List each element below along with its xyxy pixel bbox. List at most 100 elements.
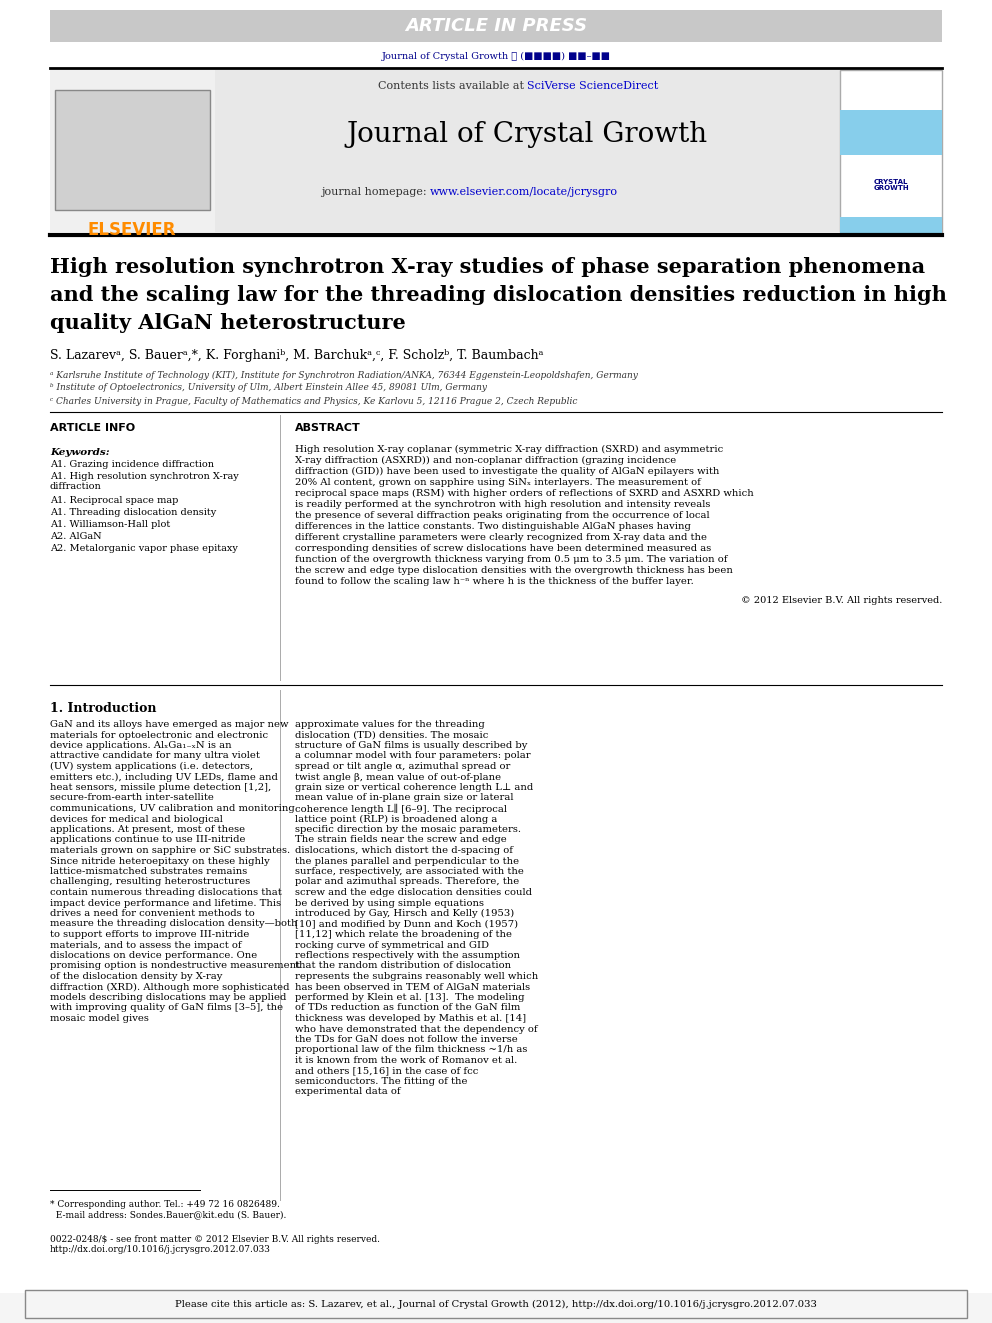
Text: 1. Introduction: 1. Introduction [50,703,157,714]
Bar [840,217,942,235]
Text: 20% Al content, grown on sapphire using SiNₓ interlayers. The measurement of: 20% Al content, grown on sapphire using … [295,478,701,487]
Text: who have demonstrated that the dependency of: who have demonstrated that the dependenc… [295,1024,538,1033]
Text: differences in the lattice constants. Two distinguishable AlGaN phases having: differences in the lattice constants. Tw… [295,523,690,531]
Text: A2. AlGaN: A2. AlGaN [50,532,101,541]
Text: Since nitride heteroepitaxy on these highly: Since nitride heteroepitaxy on these hig… [50,856,270,865]
Text: materials, and to assess the impact of: materials, and to assess the impact of [50,941,242,950]
Text: A1. High resolution synchrotron X-ray
diffraction: A1. High resolution synchrotron X-ray di… [50,472,239,491]
Text: different crystalline parameters were clearly recognized from X-ray data and the: different crystalline parameters were cl… [295,533,707,542]
Text: is readily performed at the synchrotron with high resolution and intensity revea: is readily performed at the synchrotron … [295,500,710,509]
Text: GaN and its alloys have emerged as major new: GaN and its alloys have emerged as major… [50,720,289,729]
Text: challenging, resulting heterostructures: challenging, resulting heterostructures [50,877,250,886]
Text: reciprocal space maps (RSM) with higher orders of reflections of SXRD and ASXRD : reciprocal space maps (RSM) with higher … [295,490,754,499]
Bar [25,1290,967,1318]
Text: materials grown on sapphire or SiC substrates.: materials grown on sapphire or SiC subst… [50,845,290,855]
Text: the presence of several diffraction peaks originating from the occurrence of loc: the presence of several diffraction peak… [295,511,709,520]
Text: ᵇ Institute of Optoelectronics, University of Ulm, Albert Einstein Allee 45, 890: ᵇ Institute of Optoelectronics, Universi… [50,384,487,393]
Text: diffraction (GID)) have been used to investigate the quality of AlGaN epilayers : diffraction (GID)) have been used to inv… [295,467,719,476]
Text: Contents lists available at: Contents lists available at [378,81,527,91]
Text: applications. At present, most of these: applications. At present, most of these [50,826,245,833]
Text: (UV) system applications (i.e. detectors,: (UV) system applications (i.e. detectors… [50,762,253,771]
Text: ᶜ Charles University in Prague, Faculty of Mathematics and Physics, Ke Karlovu 5: ᶜ Charles University in Prague, Faculty … [50,397,577,406]
Text: has been observed in TEM of AlGaN materials: has been observed in TEM of AlGaN materi… [295,983,530,991]
Text: Please cite this article as: S. Lazarev, et al., Journal of Crystal Growth (2012: Please cite this article as: S. Lazarev,… [175,1299,817,1308]
Text: A1. Grazing incidence diffraction: A1. Grazing incidence diffraction [50,460,214,468]
Text: Journal of Crystal Growth ℓ (■■■■) ■■–■■: Journal of Crystal Growth ℓ (■■■■) ■■–■■ [382,52,610,61]
Text: specific direction by the mosaic parameters.: specific direction by the mosaic paramet… [295,826,521,833]
Text: semiconductors. The fitting of the: semiconductors. The fitting of the [295,1077,467,1086]
Text: [11,12] which relate the broadening of the: [11,12] which relate the broadening of t… [295,930,512,939]
Text: quality AlGaN heterostructure: quality AlGaN heterostructure [50,314,406,333]
Text: the planes parallel and perpendicular to the: the planes parallel and perpendicular to… [295,856,519,865]
Text: spread or tilt angle α, azimuthal spread or: spread or tilt angle α, azimuthal spread… [295,762,510,771]
Text: impact device performance and lifetime. This: impact device performance and lifetime. … [50,898,281,908]
Text: experimental data of: experimental data of [295,1088,401,1097]
Text: High resolution synchrotron X-ray studies of phase separation phenomena: High resolution synchrotron X-ray studie… [50,257,926,277]
Text: A2. Metalorganic vapor phase epitaxy: A2. Metalorganic vapor phase epitaxy [50,544,238,553]
Bar [55,90,210,210]
Text: the screw and edge type dislocation densities with the overgrowth thickness has : the screw and edge type dislocation dens… [295,566,733,576]
Text: models describing dislocations may be applied: models describing dislocations may be ap… [50,994,287,1002]
Text: dislocations, which distort the d-spacing of: dislocations, which distort the d-spacin… [295,845,513,855]
Text: A1. Reciprocal space map: A1. Reciprocal space map [50,496,179,505]
Bar [840,70,942,232]
Text: ARTICLE IN PRESS: ARTICLE IN PRESS [405,17,587,34]
Text: surface, respectively, are associated with the: surface, respectively, are associated wi… [295,867,524,876]
Text: attractive candidate for many ultra violet: attractive candidate for many ultra viol… [50,751,260,761]
Text: device applications. AlₓGa₁₋ₓN is an: device applications. AlₓGa₁₋ₓN is an [50,741,231,750]
Text: drives a need for convenient methods to: drives a need for convenient methods to [50,909,255,918]
Text: A1. Threading dislocation density: A1. Threading dislocation density [50,508,216,517]
Text: approximate values for the threading: approximate values for the threading [295,720,485,729]
Text: dislocation (TD) densities. The mosaic: dislocation (TD) densities. The mosaic [295,730,488,740]
Text: materials for optoelectronic and electronic: materials for optoelectronic and electro… [50,730,268,740]
Text: secure-from-earth inter-satellite: secure-from-earth inter-satellite [50,794,214,803]
Text: and others [15,16] in the case of fcc: and others [15,16] in the case of fcc [295,1066,478,1076]
Text: and the scaling law for the threading dislocation densities reduction in high: and the scaling law for the threading di… [50,284,947,306]
Text: rocking curve of symmetrical and GID: rocking curve of symmetrical and GID [295,941,489,950]
Text: corresponding densities of screw dislocations have been determined measured as: corresponding densities of screw disloca… [295,544,711,553]
Text: S. Lazarevᵃ, S. Bauerᵃ,*, K. Forghaniᵇ, M. Barchukᵃ,ᶜ, F. Scholzᵇ, T. Baumbachᵃ: S. Lazarevᵃ, S. Bauerᵃ,*, K. Forghaniᵇ, … [50,348,544,361]
Text: be derived by using simple equations: be derived by using simple equations [295,898,484,908]
Text: X-ray diffraction (ASXRD)) and non-coplanar diffraction (grazing incidence: X-ray diffraction (ASXRD)) and non-copla… [295,456,677,466]
Text: the TDs for GaN does not follow the inverse: the TDs for GaN does not follow the inve… [295,1035,518,1044]
Text: dislocations on device performance. One: dislocations on device performance. One [50,951,257,960]
Text: mean value of in-plane grain size or lateral: mean value of in-plane grain size or lat… [295,794,514,803]
Text: applications continue to use III-nitride: applications continue to use III-nitride [50,836,245,844]
Text: 0022-0248/$ - see front matter © 2012 Elsevier B.V. All rights reserved.
http://: 0022-0248/$ - see front matter © 2012 El… [50,1234,380,1254]
Text: lattice-mismatched substrates remains: lattice-mismatched substrates remains [50,867,247,876]
Text: [10] and modified by Dunn and Koch (1957): [10] and modified by Dunn and Koch (1957… [295,919,518,929]
Text: emitters etc.), including UV LEDs, flame and: emitters etc.), including UV LEDs, flame… [50,773,278,782]
Text: polar and azimuthal spreads. Therefore, the: polar and azimuthal spreads. Therefore, … [295,877,519,886]
Text: grain size or vertical coherence length L⊥ and: grain size or vertical coherence length … [295,783,534,792]
Text: contain numerous threading dislocations that: contain numerous threading dislocations … [50,888,282,897]
Text: performed by Klein et al. [13].  The modeling: performed by Klein et al. [13]. The mode… [295,994,525,1002]
Bar [0,1293,992,1323]
Bar [50,70,215,232]
Text: function of the overgrowth thickness varying from 0.5 μm to 3.5 μm. The variatio: function of the overgrowth thickness var… [295,556,727,564]
Text: that the random distribution of dislocation: that the random distribution of dislocat… [295,962,511,971]
Text: to support efforts to improve III-nitride: to support efforts to improve III-nitrid… [50,930,249,939]
Text: ARTICLE INFO: ARTICLE INFO [50,423,135,433]
Text: structure of GaN films is usually described by: structure of GaN films is usually descri… [295,741,528,750]
Text: journal homepage:: journal homepage: [320,187,430,197]
Text: with improving quality of GaN films [3–5], the: with improving quality of GaN films [3–5… [50,1004,283,1012]
Text: a columnar model with four parameters: polar: a columnar model with four parameters: p… [295,751,531,761]
Text: found to follow the scaling law h⁻ⁿ where h is the thickness of the buffer layer: found to follow the scaling law h⁻ⁿ wher… [295,577,693,586]
Text: mosaic model gives: mosaic model gives [50,1013,149,1023]
Text: it is known from the work of Romanov et al.: it is known from the work of Romanov et … [295,1056,517,1065]
Text: CRYSTAL
GROWTH: CRYSTAL GROWTH [873,179,909,192]
Text: A1. Williamson-Hall plot: A1. Williamson-Hall plot [50,520,171,529]
Text: twist angle β, mean value of out-of-plane: twist angle β, mean value of out-of-plan… [295,773,501,782]
Text: © 2012 Elsevier B.V. All rights reserved.: © 2012 Elsevier B.V. All rights reserved… [741,595,942,605]
Text: thickness was developed by Mathis et al. [14]: thickness was developed by Mathis et al.… [295,1013,526,1023]
Text: SciVerse ScienceDirect: SciVerse ScienceDirect [527,81,659,91]
Text: High resolution X-ray coplanar (symmetric X-ray diffraction (SXRD) and asymmetri: High resolution X-ray coplanar (symmetri… [295,445,723,454]
Text: ABSTRACT: ABSTRACT [295,423,361,433]
Text: of the dislocation density by X-ray: of the dislocation density by X-ray [50,972,222,980]
Text: * Corresponding author. Tel.: +49 72 16 0826489.
  E-mail address: Sondes.Bauer@: * Corresponding author. Tel.: +49 72 16 … [50,1200,287,1220]
Text: heat sensors, missile plume detection [1,2],: heat sensors, missile plume detection [1… [50,783,271,792]
Text: The strain fields near the screw and edge: The strain fields near the screw and edg… [295,836,507,844]
Text: represents the subgrains reasonably well which: represents the subgrains reasonably well… [295,972,539,980]
Text: introduced by Gay, Hirsch and Kelly (1953): introduced by Gay, Hirsch and Kelly (195… [295,909,514,918]
Text: promising option is nondestructive measurement: promising option is nondestructive measu… [50,962,301,971]
